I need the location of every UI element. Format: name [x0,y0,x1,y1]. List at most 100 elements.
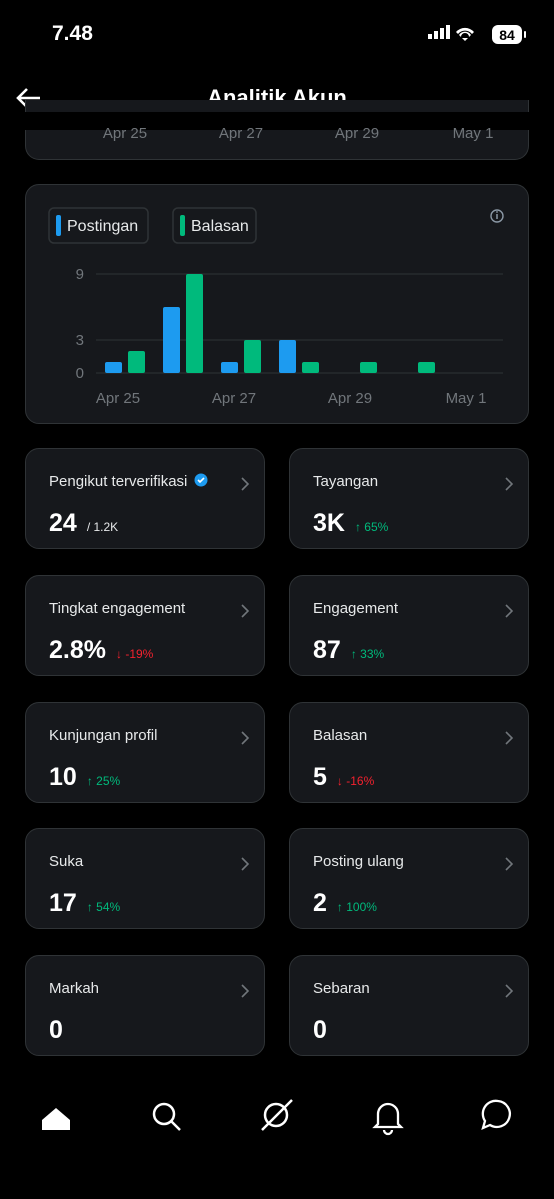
chevron [505,984,514,998]
metric-number: 2 [313,889,327,917]
metric-number: 0 [49,1016,63,1044]
legend-label: Postingan [67,218,138,235]
axis-label: Apr 27 [218,125,264,142]
y-tick-label: 0 [76,365,84,382]
info-circle [490,209,504,223]
verified-badge [194,473,208,487]
metric-card[interactable]: Markah 0 [25,955,265,1056]
metric-number: 2.8% [49,636,106,664]
bar [418,362,435,373]
metric-card[interactable]: Tingkat engagement 2.8% ↓ -19% [25,575,265,676]
metric-card[interactable]: Tayangan 3K ↑ 65% [289,448,529,549]
metric-value: 2.8% ↓ -19% [49,636,153,665]
metric-change: ↓ -19% [115,647,154,661]
metric-card[interactable]: Kunjungan profil 10 ↑ 25% [25,702,265,803]
notifications-icon[interactable] [372,1102,404,1136]
chart-card [25,184,529,424]
metric-label: Tingkat engagement [49,600,186,617]
metric-number: 10 [49,763,77,791]
metric-label: Suka [49,853,84,870]
x-tick-label: Apr 25 [96,390,140,407]
bar [244,340,261,373]
metric-number: 87 [313,636,341,664]
metric-label: Balasan [313,727,368,744]
legend-swatch [56,215,61,236]
status-icons: 84 [428,25,526,44]
chevron [505,477,514,491]
metric-extra: / 1.2K [86,520,119,534]
x-tick-label: Apr 27 [212,390,256,407]
chevron [505,857,514,871]
bottom-nav [42,1099,511,1136]
chart: Postingan Balasan 0 3 9 Apr 25 Apr 27 Apr 29 May… [48,207,504,407]
metric-label: Tayangan [313,473,379,490]
metric-label: Engagement [313,600,399,617]
metric-value: 5 ↓ -16% [313,763,374,792]
metric-number: 17 [49,889,77,917]
metric-number: 24 [49,509,77,537]
metric-value: 17 ↑ 54% [49,889,120,918]
x-tick-label: Apr 29 [328,390,372,407]
bar [279,340,296,373]
info-dot [496,211,498,213]
legend-item[interactable]: Postingan [48,207,149,244]
metric-label: Markah [49,980,100,997]
bar [221,362,238,373]
bar [163,307,180,373]
chevron [241,857,250,871]
chevron [241,731,250,745]
metric-card[interactable]: Sebaran 0 [289,955,529,1056]
metric-value: 0 [49,1016,63,1045]
legend-label: Balasan [191,218,249,235]
metric-card[interactable]: Suka 17 ↑ 54% [25,828,265,929]
axis-label: Apr 29 [334,125,380,142]
metric-change: ↑ 25% [86,774,121,788]
bar [360,362,377,373]
metric-value: 0 [313,1016,327,1045]
metric-value: 2 ↑ 100% [313,889,377,918]
search-icon[interactable] [152,1102,181,1131]
metric-label: Posting ulang [313,853,404,870]
metric-number: 0 [313,1016,327,1044]
bar [302,362,319,373]
metric-card[interactable]: Engagement 87 ↑ 33% [289,575,529,676]
legend-item[interactable]: Balasan [172,207,257,244]
home-icon[interactable] [42,1108,70,1130]
metric-card[interactable]: Posting ulang 2 ↑ 100% [289,828,529,929]
metric-value: 24 / 1.2K [49,509,118,538]
messages-icon[interactable] [481,1099,511,1131]
top-card [25,100,529,160]
metric-change: ↑ 33% [350,647,385,661]
y-tick-label: 3 [76,332,84,349]
metric-label: Sebaran [313,980,370,997]
metric-card[interactable]: Balasan 5 ↓ -16% [289,702,529,803]
axis-label: Apr 25 [102,125,148,142]
metric-value: 10 ↑ 25% [49,763,120,792]
y-tick-label: 9 [76,266,84,283]
bar [105,362,122,373]
bar [128,351,145,373]
axis-label: May 1 [452,125,494,142]
battery: 84 [499,27,515,43]
metric-label: Kunjungan profil [49,727,158,744]
chevron [505,731,514,745]
status-time: 7.48 [52,22,93,45]
chevron [241,984,250,998]
metric-number: 5 [313,763,327,791]
chevron [505,604,514,618]
legend-box [48,207,149,244]
metric-change: ↓ -16% [336,774,375,788]
back-button[interactable] [14,84,44,112]
grok-icon[interactable] [261,1099,293,1131]
metric-number: 3K [313,509,345,537]
metric-change: ↑ 100% [336,900,377,914]
metric-card[interactable]: Pengikut terverifikasi 24 / 1.2K [25,448,265,549]
legend-box [172,207,257,244]
chevron [241,604,250,618]
x-tick-label: May 1 [446,390,487,407]
metric-value: 87 ↑ 33% [313,636,384,665]
metric-value: 3K ↑ 65% [313,509,388,538]
info-icon[interactable] [490,209,504,223]
metric-change: ↑ 54% [86,900,121,914]
